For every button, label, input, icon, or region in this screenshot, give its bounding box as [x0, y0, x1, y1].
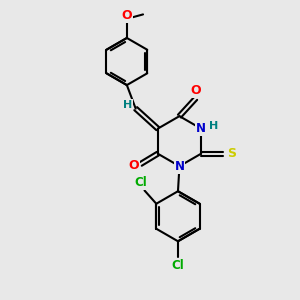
Text: Cl: Cl: [172, 259, 184, 272]
Text: O: O: [122, 9, 132, 22]
Text: H: H: [209, 121, 218, 131]
Text: N: N: [174, 160, 184, 173]
Text: N: N: [196, 122, 206, 135]
Text: Cl: Cl: [135, 176, 147, 189]
Text: O: O: [128, 159, 139, 172]
Text: O: O: [190, 84, 201, 97]
Text: S: S: [227, 147, 236, 160]
Text: H: H: [123, 100, 132, 110]
